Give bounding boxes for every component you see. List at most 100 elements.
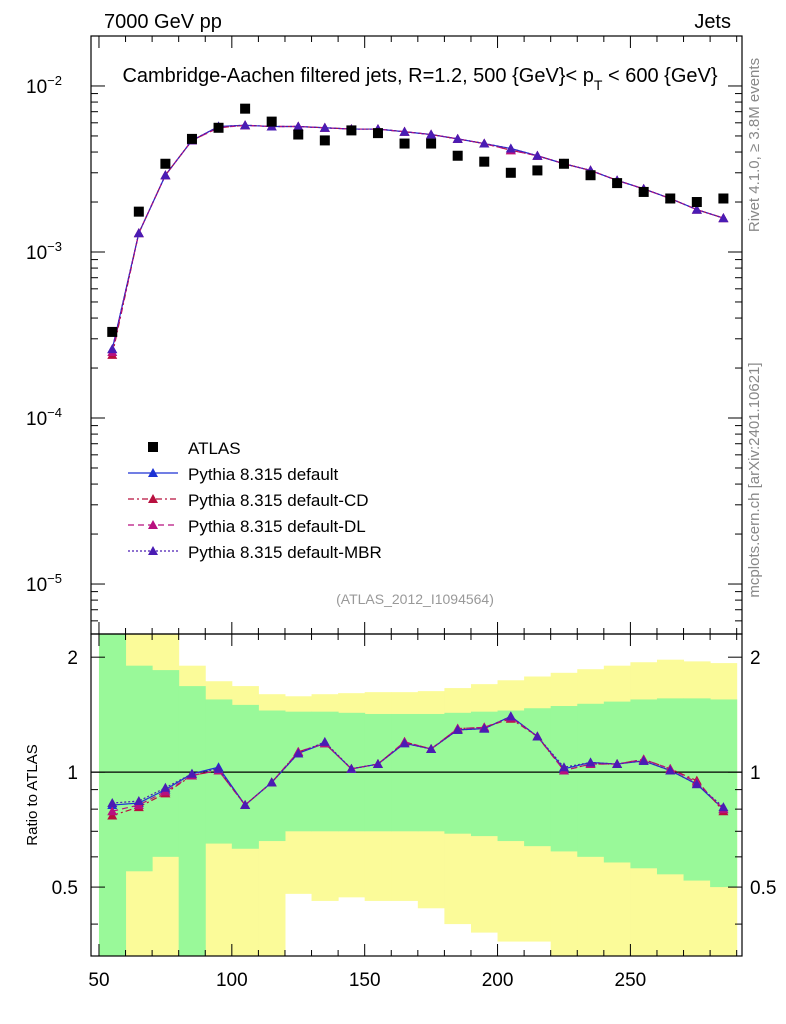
data-point [426, 138, 437, 149]
series-line-4 [111, 124, 724, 350]
data-point [346, 125, 357, 136]
legend-marker-atlas [148, 442, 158, 452]
data-point [638, 186, 649, 197]
data-point [266, 116, 277, 127]
series-marker [399, 126, 410, 136]
series-marker [319, 122, 330, 132]
x-tick-label: 250 [615, 970, 647, 991]
series-marker [718, 213, 729, 223]
data-point [532, 165, 543, 176]
data-point [213, 122, 224, 133]
green-band-bin [656, 698, 685, 875]
green-band-bin [231, 704, 259, 849]
legend-label: Pythia 8.315 default-DL [188, 517, 366, 536]
green-band-bin [603, 701, 631, 863]
ratio-marker [612, 759, 623, 769]
legend-label: Pythia 8.315 default-CD [188, 491, 369, 510]
ratio-marker [585, 757, 596, 767]
series-marker [691, 204, 702, 214]
ratio-series [91, 711, 742, 820]
data-point [505, 167, 516, 178]
data-point [612, 178, 623, 189]
ratio-marker [160, 782, 171, 792]
legend-marker [148, 494, 158, 503]
data-point [452, 150, 463, 161]
green-band-bin [683, 698, 711, 881]
ratio-tick-label-right: 0.5 [750, 878, 776, 899]
series-line-1 [111, 124, 724, 350]
y-tick-label: 10−2 [26, 73, 62, 98]
series-marker [240, 120, 251, 130]
ratio-frame [90, 633, 743, 957]
ratio-marker [426, 743, 437, 753]
series-marker [107, 344, 118, 354]
mcplots-label: mcplots.cern.ch [arXiv:2401.10621] [746, 362, 763, 597]
legend-marker [148, 546, 158, 555]
ratio-marker [346, 763, 357, 773]
ratio-marker [399, 738, 410, 748]
series-marker [532, 150, 543, 160]
data-point [133, 206, 144, 217]
green-band-bin [98, 634, 127, 956]
data-point [293, 129, 304, 140]
green-band-bin [311, 711, 339, 832]
green-band-bin [550, 705, 578, 852]
y-tick-label: 10−3 [26, 239, 62, 264]
rivet-version-label: Rivet 4.1.0, ≥ 3.8M events [746, 58, 763, 232]
green-band-bin [577, 703, 605, 857]
legend-marker [148, 468, 158, 477]
series-line-2 [111, 124, 724, 356]
plot-title: Cambridge-Aachen filtered jets, R=1.2, 5… [122, 65, 717, 93]
ratio-marker [532, 731, 543, 741]
x-tick-label: 200 [482, 970, 514, 991]
ratio-marker [718, 802, 729, 812]
main-series [107, 103, 729, 359]
series-marker [505, 143, 516, 153]
x-tick-label: 150 [349, 970, 381, 991]
ratio-marker [372, 759, 383, 769]
ratio-marker [665, 765, 676, 775]
green-band-bin [178, 686, 206, 956]
data-point [319, 135, 330, 146]
green-band-bin [125, 665, 153, 872]
legend-label-atlas: ATLAS [188, 439, 241, 458]
ratio-marker [479, 723, 490, 733]
green-band-bin [497, 710, 525, 842]
ratio-ylabel: Ratio to ATLAS [24, 744, 41, 845]
green-band-bin [630, 699, 658, 869]
data-point [718, 193, 729, 204]
legend-label: Pythia 8.315 default-MBR [188, 543, 382, 562]
ratio-marker [186, 768, 197, 778]
ratio-marker [505, 711, 516, 721]
ratio-line-4 [112, 715, 724, 808]
axes: 5010015020025010−510−410−310−210−10.50.5… [26, 35, 776, 991]
ratio-marker [266, 777, 277, 787]
data-point [160, 158, 171, 169]
green-band-bin [152, 670, 180, 857]
ratio-marker [452, 724, 463, 734]
series-marker [133, 228, 144, 238]
data-point [691, 197, 702, 208]
ratio-tick-label-right: 2 [750, 648, 761, 669]
legend-marker [148, 520, 158, 529]
ratio-marker [240, 800, 251, 810]
ratio-tick-label-left: 0.5 [52, 878, 78, 899]
ratio-marker [691, 779, 702, 789]
data-point [399, 138, 410, 149]
data-point [372, 128, 383, 139]
series-marker [452, 133, 463, 143]
ratio-line-3 [112, 716, 724, 812]
header-left: 7000 GeV pp [104, 11, 222, 33]
series-marker [293, 121, 304, 131]
ratio-tick-label-right: 1 [750, 763, 761, 784]
ratio-marker [638, 755, 649, 765]
ratio-tick-label-left: 1 [67, 763, 78, 784]
series-line-3 [111, 124, 724, 353]
ratio-marker [319, 736, 330, 746]
data-point [479, 156, 490, 167]
legend-label: Pythia 8.315 default [188, 465, 339, 484]
data-point [665, 193, 676, 204]
ratio-marker [558, 762, 569, 772]
data-point [186, 133, 197, 144]
